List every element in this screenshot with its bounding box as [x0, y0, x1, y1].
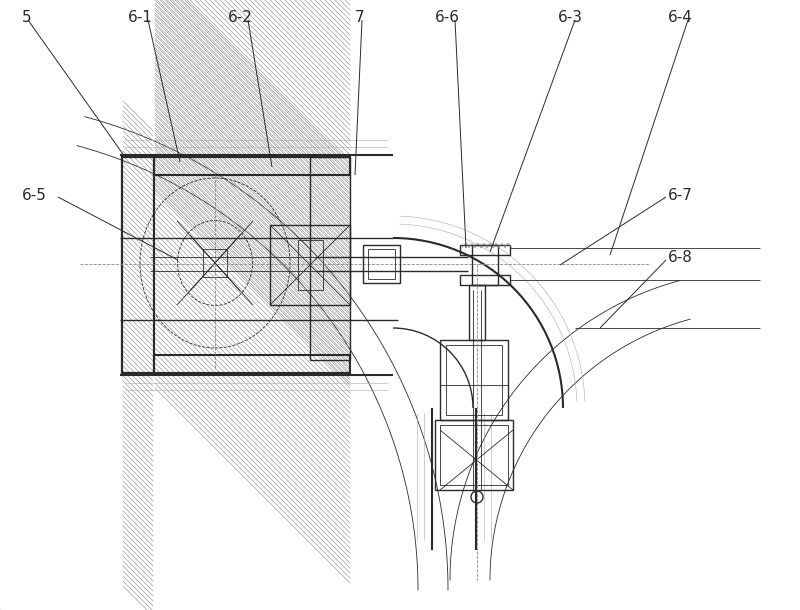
Bar — [310, 157, 350, 360]
Text: 6-1: 6-1 — [128, 10, 153, 26]
Bar — [154, 157, 350, 175]
Bar — [460, 245, 510, 255]
Bar — [154, 157, 350, 175]
Text: 6-3: 6-3 — [558, 10, 583, 26]
Text: 5: 5 — [22, 10, 32, 26]
Bar — [122, 157, 154, 373]
Text: 6-2: 6-2 — [228, 10, 253, 26]
Text: 6-8: 6-8 — [668, 251, 693, 265]
Bar — [122, 157, 154, 373]
Text: 6-4: 6-4 — [668, 10, 693, 26]
Bar — [203, 249, 227, 277]
Bar — [270, 225, 350, 305]
Bar — [154, 355, 350, 373]
Text: 6-7: 6-7 — [668, 187, 693, 203]
Bar — [460, 275, 510, 285]
Bar — [469, 285, 485, 340]
Bar — [368, 249, 395, 279]
Bar — [435, 420, 513, 490]
Bar — [440, 425, 508, 485]
Bar — [363, 245, 400, 283]
Bar — [440, 340, 508, 420]
Text: 6-5: 6-5 — [22, 187, 47, 203]
Bar — [154, 355, 350, 373]
Text: 6-6: 6-6 — [435, 10, 460, 26]
Bar — [446, 345, 502, 415]
Bar — [472, 245, 498, 285]
Bar — [298, 240, 323, 290]
Text: 7: 7 — [355, 10, 365, 26]
